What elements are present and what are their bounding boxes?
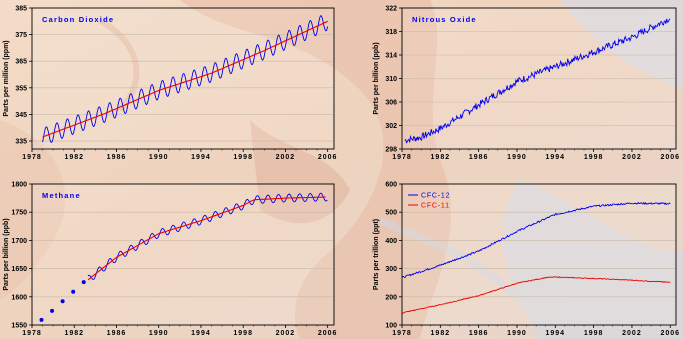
plot-area [32,184,334,325]
series-line-red [42,20,328,138]
series-layer [42,15,329,143]
y-tick-label: 298 [385,147,397,154]
y-tick-label: 375 [15,32,27,39]
x-tick-label: 2006 [660,330,680,337]
x-tick-label: 1990 [149,330,169,337]
chart-panel-2: 298 302 306 310 314 318 322 1978 1982 1986 1990 199… [373,6,680,162]
series-line-blue [404,18,671,144]
y-tick-label: 1750 [11,210,27,217]
x-tick-label: 1990 [149,154,169,161]
x-tick-label: 1982 [64,330,84,337]
series-line-cfc-12 [402,201,671,278]
x-tick-label: 1994 [191,330,211,337]
x-tick-label: 1998 [233,330,253,337]
y-tick-label: 200 [385,294,397,301]
data-point [39,317,44,322]
x-tick-label: 1978 [392,330,412,337]
y-tick-label: 345 [15,112,27,119]
y-axis-label: Parts per million (ppm) [3,40,10,116]
data-point [71,289,76,294]
data-point [81,280,86,285]
x-tick-label: 1998 [584,154,604,161]
plot-area [402,184,676,325]
plot-frame [31,183,335,326]
y-tick-label: 306 [385,100,397,107]
x-tick-label: 1990 [507,154,527,161]
y-tick-label: 1550 [11,323,27,330]
x-tick-label: 1986 [469,154,489,161]
chart-panel-1: 335 345 355 365 375 385 1978 1982 1986 1990 1994 19… [3,6,338,162]
x-tick-label: 1994 [191,154,211,161]
y-tick-label: 1650 [11,266,27,273]
series-layer [402,201,671,314]
x-tick-label: 1998 [584,330,604,337]
y-tick-label: 385 [15,6,27,13]
y-tick-label: 1700 [11,238,27,245]
plot-frame [31,7,335,150]
x-tick-label: 1998 [233,154,253,161]
y-tick-label: 1800 [11,182,27,189]
x-tick-label: 2002 [276,154,296,161]
x-tick-label: 1986 [107,330,127,337]
series-line-cfc-11 [402,276,671,314]
chart-title: Nitrous Oxide [412,15,477,24]
x-tick-label: 1978 [22,330,42,337]
y-tick-label: 355 [15,85,27,92]
y-tick-label: 400 [385,238,397,245]
x-tick-label: 2006 [318,154,338,161]
x-tick-label: 1990 [507,330,527,337]
x-tick-label: 1994 [545,154,565,161]
legend-label: CFC-12 [421,193,450,200]
data-point [60,299,65,304]
y-tick-label: 310 [385,76,397,83]
chart-panel-3: 1550 1600 1650 1700 1750 1800 1978 1982 1986 1990… [3,182,338,338]
y-tick-label: 365 [15,59,27,66]
x-tick-label: 1986 [107,154,127,161]
chart-title: Carbon Dioxide [42,15,114,24]
y-tick-label: 302 [385,123,397,130]
series-layer [404,18,671,144]
y-tick-label: 322 [385,6,397,13]
x-tick-label: 2002 [276,330,296,337]
x-tick-label: 1982 [431,154,451,161]
plot-frame [401,183,677,326]
chart-title: Methane [42,191,81,200]
x-tick-label: 2002 [622,154,642,161]
y-tick-label: 318 [385,29,397,36]
y-axis-label: Parts per trillion (ppt) [373,219,380,290]
y-tick-label: 335 [15,139,27,146]
x-tick-label: 1982 [431,330,451,337]
series-layer [39,192,328,322]
y-axis-label: Parts per billion (ppb) [373,42,380,114]
y-tick-label: 600 [385,182,397,189]
plot-frame [401,7,677,150]
y-tick-label: 100 [385,323,397,330]
plot-area [32,8,334,149]
y-axis-label: Parts per billion (ppb) [3,218,10,290]
legend-label: CFC-11 [421,203,450,210]
chart-panel-4: 100 200 300 400 500 600 1978 1982 1986 1990 1994 19… [373,182,680,338]
x-tick-label: 1978 [22,154,42,161]
y-tick-label: 1600 [11,294,27,301]
x-tick-label: 1978 [392,154,412,161]
y-tick-label: 300 [385,266,397,273]
x-tick-label: 1982 [64,154,84,161]
data-point [50,308,55,313]
series-line-red [87,196,326,281]
x-tick-label: 1986 [469,330,489,337]
y-tick-label: 500 [385,210,397,217]
x-tick-label: 2002 [622,330,642,337]
x-tick-label: 2006 [318,330,338,337]
x-tick-label: 2006 [660,154,680,161]
series-line-blue [42,15,329,143]
y-tick-label: 314 [385,53,397,60]
x-tick-label: 1994 [545,330,565,337]
